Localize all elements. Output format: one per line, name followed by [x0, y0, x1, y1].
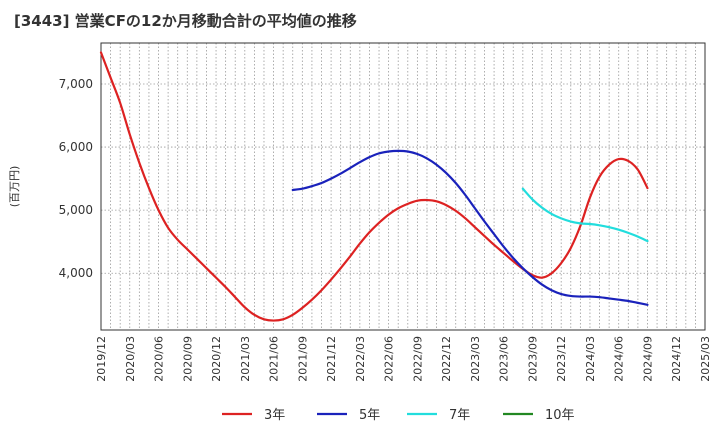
x-tick-label: 2022/03 [354, 336, 367, 382]
legend-label-2: 5年 [359, 408, 380, 423]
y-axis-label: (百万円) [8, 166, 21, 208]
x-tick-label: 2022/09 [411, 336, 424, 382]
x-tick-label: 2022/12 [440, 336, 453, 382]
y-tick-label: 7,000 [59, 77, 93, 91]
plot-area [100, 42, 706, 331]
x-tick-label: 2021/09 [296, 336, 309, 382]
x-tick-label: 2023/03 [469, 336, 482, 382]
x-tick-label: 2020/12 [210, 336, 223, 382]
x-tick-label: 2020/03 [124, 336, 137, 382]
series-line-1 [99, 51, 649, 322]
series-line-2 [291, 149, 649, 306]
legend-label-1: 3年 [264, 408, 285, 423]
y-tick-label: 5,000 [59, 203, 93, 217]
x-tick-label: 2023/06 [498, 336, 511, 382]
x-tick-label: 2020/09 [181, 336, 194, 382]
y-tick-label: 4,000 [59, 266, 93, 280]
y-tick-label: 6,000 [59, 140, 93, 154]
x-tick-label: 2019/12 [95, 336, 108, 382]
legend-label-3: 7年 [449, 408, 470, 423]
legend-label-4: 10年 [545, 408, 575, 423]
x-tick-label: 2023/09 [526, 336, 539, 382]
x-tick-label: 2024/12 [670, 336, 683, 382]
chart-title: [3443] 営業CFの12か月移動合計の平均値の推移 [14, 12, 357, 30]
x-tick-label: 2021/03 [239, 336, 252, 382]
x-tick-label: 2021/06 [268, 336, 281, 382]
x-tick-label: 2024/03 [584, 336, 597, 382]
x-tick-label: 2021/12 [325, 336, 338, 382]
x-tick-label: 2025/03 [699, 336, 712, 382]
x-tick-label: 2020/06 [153, 336, 166, 382]
series-line-3 [521, 187, 649, 243]
x-tick-label: 2024/09 [641, 336, 654, 382]
x-tick-label: 2023/12 [555, 336, 568, 382]
x-tick-label: 2024/06 [613, 336, 626, 382]
x-tick-label: 2022/06 [383, 336, 396, 382]
